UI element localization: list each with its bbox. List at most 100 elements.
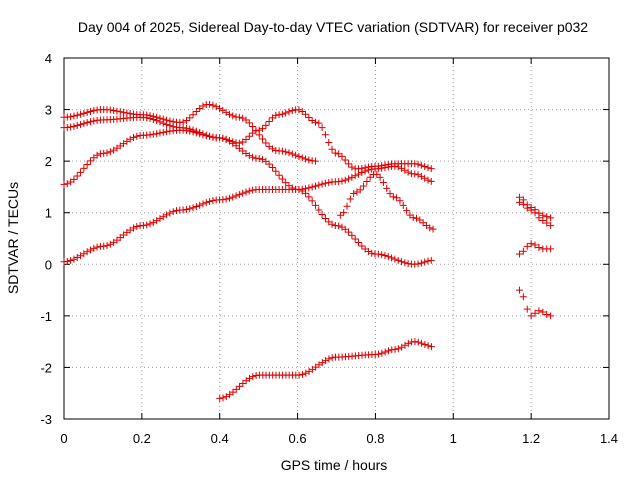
data-point xyxy=(239,189,247,197)
data-point xyxy=(83,161,91,169)
data-point xyxy=(285,108,293,116)
data-point xyxy=(318,180,326,188)
data-point xyxy=(398,258,406,266)
data-point xyxy=(325,355,333,363)
data-point xyxy=(272,167,280,175)
data-point xyxy=(356,186,364,194)
data-point xyxy=(192,203,200,211)
data-point xyxy=(331,149,339,157)
x-axis-label: GPS time / hours xyxy=(281,457,388,473)
data-point xyxy=(86,246,94,254)
data-point xyxy=(149,130,157,138)
data-point xyxy=(531,241,539,249)
data-point xyxy=(63,257,71,265)
data-point xyxy=(305,156,313,164)
data-point xyxy=(149,115,157,123)
data-point xyxy=(249,153,257,161)
data-point xyxy=(311,201,319,209)
data-point xyxy=(351,235,359,243)
data-point xyxy=(375,350,383,358)
data-point xyxy=(527,204,535,212)
data-point xyxy=(384,253,392,261)
data-point xyxy=(343,202,351,210)
data-point xyxy=(364,166,372,174)
data-point xyxy=(77,168,85,176)
data-point xyxy=(335,178,343,186)
data-point xyxy=(427,256,435,264)
data-point xyxy=(328,145,336,153)
data-point xyxy=(376,173,384,181)
data-point xyxy=(70,112,78,120)
plot-frame xyxy=(63,57,610,420)
data-point xyxy=(206,133,214,141)
data-point xyxy=(80,109,88,117)
data-point xyxy=(80,120,88,128)
data-point xyxy=(341,176,349,184)
data-point xyxy=(262,121,270,129)
data-point xyxy=(519,196,527,204)
y-tick-label: -3 xyxy=(40,412,52,427)
data-point xyxy=(519,247,527,255)
data-point xyxy=(358,242,366,250)
data-point xyxy=(539,308,547,316)
data-point xyxy=(100,242,108,250)
data-point xyxy=(116,108,124,116)
data-point xyxy=(182,127,190,135)
data-point xyxy=(90,117,98,125)
data-point xyxy=(295,106,303,114)
data-point xyxy=(321,131,329,139)
data-point xyxy=(103,149,111,157)
data-point xyxy=(515,193,523,201)
data-point xyxy=(361,167,369,175)
data-point xyxy=(86,157,94,165)
data-point xyxy=(315,181,323,189)
data-point xyxy=(93,151,101,159)
data-point xyxy=(321,214,329,222)
data-point xyxy=(143,114,151,122)
data-point xyxy=(429,225,437,233)
data-point xyxy=(159,119,167,127)
data-point xyxy=(186,127,194,135)
data-point xyxy=(523,242,531,250)
data-point xyxy=(166,209,174,217)
data-point xyxy=(354,239,362,247)
data-point xyxy=(311,157,319,165)
data-point xyxy=(386,190,394,198)
data-point xyxy=(235,139,243,147)
data-point xyxy=(90,107,98,115)
data-point xyxy=(547,222,555,230)
data-point xyxy=(394,256,402,264)
data-point xyxy=(219,134,227,142)
data-point xyxy=(249,123,257,131)
y-tick-label: 4 xyxy=(45,51,52,66)
axis-ticks: 0 0.2 0.4 0.6 0.8 1 1.2 1.4 -3 -2 -1 0 1 2 3 4 xyxy=(40,51,618,446)
data-point xyxy=(426,224,434,232)
data-point xyxy=(275,171,283,179)
data-point xyxy=(255,126,263,134)
data-point xyxy=(341,156,349,164)
data-point xyxy=(358,169,366,177)
data-point xyxy=(242,188,250,196)
data-point xyxy=(262,139,270,147)
data-point xyxy=(421,258,429,266)
data-point xyxy=(515,250,523,258)
data-point xyxy=(163,128,171,136)
data-point xyxy=(379,179,387,187)
data-point xyxy=(285,149,293,157)
data-point xyxy=(60,180,68,188)
data-point xyxy=(106,240,114,248)
data-point xyxy=(222,195,230,203)
data-point xyxy=(169,208,177,216)
data-point xyxy=(311,182,319,190)
data-point xyxy=(77,110,85,118)
data-point xyxy=(245,119,253,127)
data-point xyxy=(346,195,354,203)
data-point xyxy=(527,240,535,248)
data-point xyxy=(100,149,108,157)
data-point xyxy=(417,161,425,169)
data-point xyxy=(298,185,306,193)
data-point xyxy=(229,138,237,146)
data-point xyxy=(345,228,353,236)
data-point xyxy=(535,209,543,217)
data-point xyxy=(391,345,399,353)
